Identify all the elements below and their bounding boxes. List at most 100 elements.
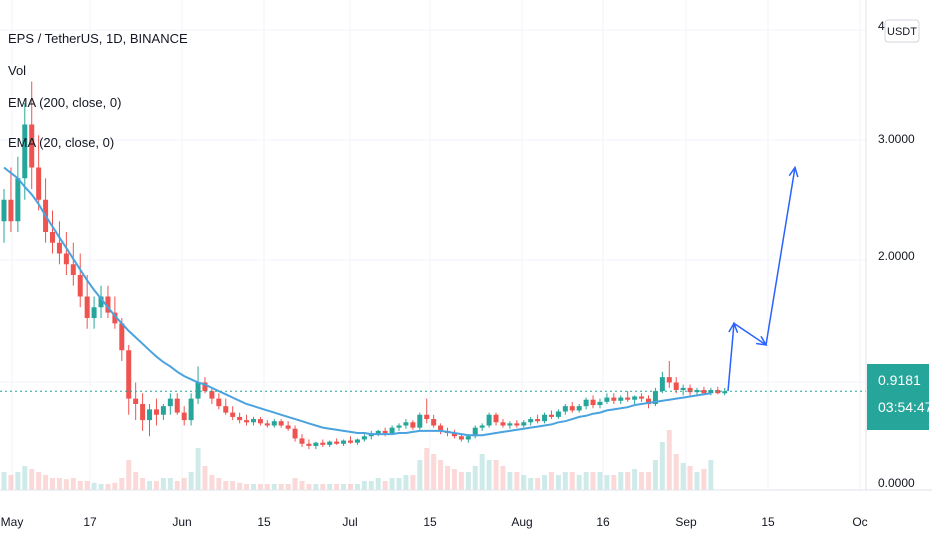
volume-bar	[167, 478, 173, 490]
time-tick-label: Oc	[852, 515, 867, 529]
candle-body	[119, 323, 125, 351]
time-tick-label: Jul	[342, 515, 357, 529]
candle-body	[535, 419, 541, 422]
volume-bar	[63, 479, 69, 490]
candle-body	[160, 406, 166, 415]
candle-body	[403, 422, 409, 426]
volume-bar	[271, 484, 277, 490]
candle-body	[382, 430, 388, 434]
candle-body	[174, 398, 180, 413]
time-axis[interactable]: May 17 Jun 15 Jul 15 Aug 16 Sep 15 Oc	[1, 515, 868, 529]
volume-bar	[119, 478, 125, 490]
volume-bar	[15, 472, 21, 490]
volume-bar	[590, 472, 596, 490]
volume-bar	[285, 484, 291, 490]
volume-bar	[223, 481, 229, 490]
candle-body	[569, 406, 575, 411]
candle-body	[348, 440, 353, 443]
candle-body	[542, 414, 548, 422]
indicator-ema-20[interactable]: EMA (20, close, 0)	[8, 135, 114, 150]
candle-body	[472, 427, 478, 437]
volume-bar	[299, 481, 305, 490]
volume-bar	[514, 472, 520, 490]
volume-bar	[160, 478, 166, 490]
projection-drawing[interactable]	[727, 165, 799, 392]
plot-area[interactable]	[0, 0, 866, 490]
candle-body	[583, 399, 589, 407]
time-tick-label: 17	[83, 515, 97, 529]
time-tick-label: Aug	[511, 515, 532, 529]
volume-bar	[320, 484, 326, 490]
volume-bar	[694, 472, 700, 490]
volume-bar	[680, 463, 686, 490]
candle-body	[389, 427, 395, 434]
candle-body	[562, 406, 568, 412]
volume-bar	[306, 484, 312, 490]
price-axis[interactable]	[866, 0, 932, 550]
candle-body	[410, 422, 416, 428]
volume-bar	[445, 466, 451, 490]
volume-bar	[493, 460, 499, 490]
candle-body	[306, 443, 312, 446]
candle-body	[50, 232, 56, 243]
candle-body	[576, 406, 582, 411]
candle-body	[555, 411, 561, 417]
volume-bar	[708, 460, 714, 490]
candle-body	[673, 382, 679, 391]
candle-body	[680, 387, 686, 391]
volume-bar	[576, 475, 582, 490]
candle-body	[257, 419, 263, 424]
volume-bar	[569, 472, 575, 490]
time-tick-label: May	[1, 515, 24, 529]
volume-bar	[174, 481, 180, 490]
volume-bar	[458, 472, 464, 490]
price-tick-label: 3.0000	[878, 132, 915, 146]
time-tick-label: Jun	[172, 515, 191, 529]
volume-bar	[389, 478, 395, 490]
volume-bar	[181, 478, 187, 490]
volume-bar	[583, 472, 589, 490]
volume-bar	[8, 475, 14, 490]
volume-bar	[188, 472, 194, 490]
projection-arrowhead-1	[728, 321, 739, 333]
symbol-title[interactable]: EPS / TetherUS, 1D, BINANCE	[8, 31, 188, 46]
indicator-ema-200[interactable]: EMA (200, close, 0)	[8, 95, 121, 110]
time-tick-label: 16	[596, 515, 610, 529]
candle-body	[368, 434, 374, 437]
volume-bar	[140, 478, 146, 490]
candle-body	[202, 382, 208, 392]
indicator-volume[interactable]: Vol	[8, 63, 26, 78]
volume-bar	[50, 478, 56, 490]
candle-body	[216, 398, 222, 407]
volume-bar	[382, 481, 388, 490]
candle-body	[56, 242, 62, 254]
candle-body	[493, 414, 499, 423]
candle-body	[126, 350, 132, 399]
projection-path[interactable]	[727, 167, 796, 392]
candle-body	[36, 167, 42, 200]
candle-body	[597, 401, 603, 406]
volume-bar	[313, 484, 319, 490]
currency-button[interactable]	[884, 19, 920, 43]
volume-bar	[424, 448, 430, 490]
volume-bar	[292, 478, 298, 490]
candle-body	[8, 199, 14, 222]
candle-body	[486, 414, 492, 426]
candle-body	[1, 199, 7, 222]
candle-body	[105, 296, 111, 313]
candle-body	[188, 398, 194, 421]
candle-body	[15, 178, 21, 222]
candle-body	[652, 391, 658, 404]
candle-body	[285, 425, 291, 429]
candle-body	[604, 397, 610, 402]
candle-body	[632, 396, 638, 400]
volume-bar	[43, 475, 49, 490]
volume-bar	[202, 466, 208, 490]
candle-body	[313, 442, 319, 446]
candle-body	[334, 441, 340, 444]
candle-body	[659, 377, 665, 392]
time-tick-label: 15	[423, 515, 437, 529]
candle-body	[230, 412, 236, 417]
